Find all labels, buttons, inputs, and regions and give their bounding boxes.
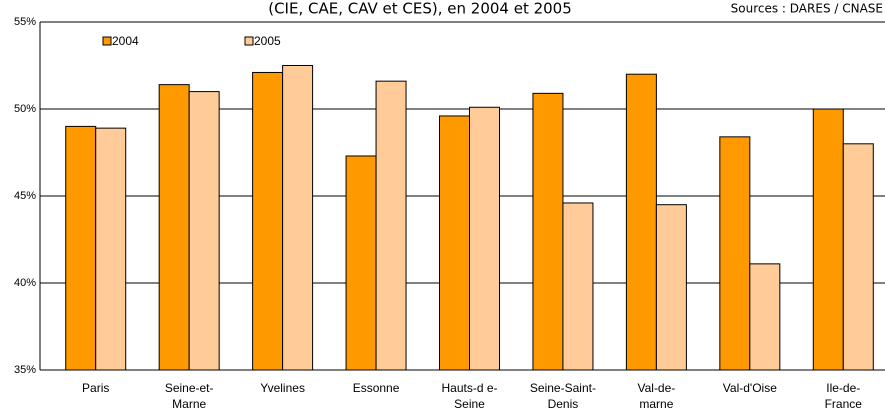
x-tick-label: Yvelines <box>260 381 305 395</box>
chart-title: (CIE, CAE, CAV et CES), en 2004 et 2005 <box>268 0 572 18</box>
bar <box>65 125 97 371</box>
x-tick-label: Val-de- <box>637 381 675 395</box>
bar <box>345 155 377 371</box>
bar <box>375 80 407 371</box>
x-tick-label: Val-d'Oise <box>723 381 777 395</box>
y-tick-label: 45% <box>14 190 36 202</box>
bar <box>749 263 781 371</box>
legend-swatch <box>102 36 112 46</box>
y-tick-label: 40% <box>14 277 36 289</box>
bar <box>188 91 220 371</box>
y-tick-label: 55% <box>14 16 36 28</box>
x-tick-label: Paris <box>82 381 109 395</box>
bar <box>655 204 687 371</box>
y-tick-label: 50% <box>14 103 36 115</box>
bar <box>439 115 470 371</box>
chart-source: Sources : DARES / CNASE <box>731 2 883 16</box>
x-tick-label: Seine <box>454 397 485 411</box>
bar <box>469 106 500 371</box>
bar <box>95 127 127 371</box>
bar <box>812 108 844 371</box>
x-tick-label: Marne <box>172 397 206 411</box>
x-tick-label: Denis <box>548 397 579 411</box>
bar <box>252 71 284 371</box>
legend-swatch <box>244 36 254 46</box>
legend-label: 2005 <box>254 34 281 48</box>
x-tick-label: Ile-de- <box>826 381 860 395</box>
y-tick-label: 35% <box>14 364 36 376</box>
bar <box>282 65 314 371</box>
bar <box>625 73 657 371</box>
x-tick-label: France <box>825 397 863 411</box>
x-tick-label: Essonne <box>353 381 400 395</box>
bar <box>532 92 564 371</box>
bar <box>158 84 190 371</box>
x-tick-label: Hauts-d e- <box>441 381 497 395</box>
x-tick-label: marne <box>639 397 673 411</box>
bar <box>719 136 751 371</box>
x-tick-label: Seine-Saint- <box>530 381 596 395</box>
x-tick-label: Seine-et- <box>165 381 214 395</box>
bar <box>562 202 594 371</box>
legend-label: 2004 <box>112 34 139 48</box>
bar <box>842 143 874 371</box>
